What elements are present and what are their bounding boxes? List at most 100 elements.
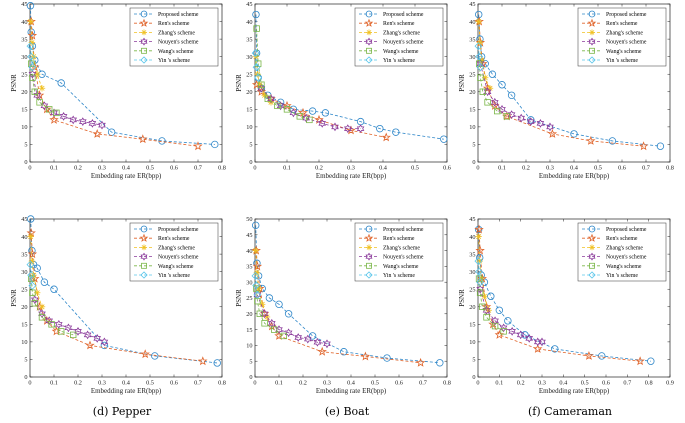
x-axis-label: Embedding rate ER(bpp): [91, 387, 162, 395]
data-point: [381, 132, 391, 142]
data-point: [517, 113, 526, 123]
data-point: [525, 333, 534, 343]
data-point: [276, 101, 285, 111]
legend-entry-ren-s-scheme: Ren's scheme: [582, 18, 638, 27]
data-point: [491, 316, 499, 326]
legend-marker: [141, 29, 147, 36]
series-line: [30, 278, 74, 336]
data-point: [69, 115, 78, 125]
y-tick-label: 30: [246, 54, 252, 61]
y-tick-label: 10: [21, 124, 27, 131]
x-tick-label: 0.2: [74, 165, 82, 172]
data-point: [151, 352, 159, 360]
data-point: [275, 300, 283, 309]
data-point: [40, 278, 49, 286]
data-point: [296, 113, 303, 120]
data-point: [346, 125, 356, 135]
legend-label: Nouyen's scheme: [606, 40, 647, 46]
data-point: [498, 81, 506, 89]
data-point: [83, 330, 92, 340]
x-tick-label: 0.1: [498, 165, 506, 172]
legend-marker: [589, 47, 595, 54]
series-wang-s-scheme: [253, 25, 313, 124]
legend-marker: [588, 37, 596, 46]
data-point: [27, 60, 35, 67]
y-tick-label: 45: [21, 1, 27, 8]
data-point: [28, 281, 37, 290]
legend-marker: [139, 233, 149, 242]
y-tick-label: 15: [469, 322, 475, 329]
x-tick-label: 0.2: [522, 165, 530, 172]
data-point: [635, 356, 645, 366]
data-point: [498, 104, 506, 114]
legend-label: Nouyen's scheme: [606, 255, 647, 261]
legend-box: [129, 7, 219, 67]
legend-entry-zhang-s-scheme: Zhang's scheme: [582, 244, 643, 251]
data-point: [504, 317, 512, 325]
data-point: [267, 94, 275, 104]
data-point: [265, 294, 274, 302]
data-point: [270, 326, 278, 333]
y-tick-label: 0: [472, 159, 475, 166]
y-tick-label: 5: [24, 357, 27, 364]
legend-entry-wang-s-scheme: Wang's scheme: [359, 47, 419, 55]
data-point: [282, 100, 292, 110]
x-tick-label: 0.6: [170, 165, 178, 172]
y-tick-label: 25: [21, 286, 27, 293]
data-point: [340, 348, 348, 356]
y-tick-label: 30: [21, 269, 27, 276]
data-point: [482, 305, 491, 315]
data-point: [27, 52, 36, 61]
y-tick-label: 10: [469, 124, 475, 131]
x-tick-label: 0.1: [50, 165, 58, 172]
y-tick-label: 40: [246, 19, 252, 26]
data-point: [58, 328, 65, 335]
legend-entry-ren-s-scheme: Ren's scheme: [134, 18, 190, 27]
legend-box: [577, 222, 667, 282]
y-tick-label: 30: [246, 279, 252, 286]
legend-label: Zhang's scheme: [606, 30, 643, 36]
data-point: [474, 224, 484, 234]
x-tick-label: 0.8: [443, 380, 451, 387]
y-axis-label: PSNR: [235, 74, 243, 92]
x-tick-label: 0.3: [347, 165, 355, 172]
legend-label: Proposed scheme: [383, 12, 424, 18]
data-point: [252, 10, 260, 19]
series-line: [478, 21, 491, 89]
legend-label: Yin 's scheme: [606, 273, 638, 279]
data-point: [331, 122, 339, 132]
data-point: [570, 130, 578, 138]
data-point: [252, 63, 261, 72]
x-tick-label: 0.5: [146, 380, 154, 387]
y-tick-label: 5: [24, 142, 27, 149]
data-point: [253, 290, 262, 299]
data-point: [38, 303, 46, 310]
series-wang-s-scheme: [475, 60, 510, 120]
legend-marker: [364, 18, 374, 27]
data-point: [252, 281, 261, 290]
legend-marker: [140, 225, 148, 233]
data-point: [306, 116, 313, 124]
legend: Proposed scheme Ren's scheme Zhang's schem…: [354, 7, 444, 67]
data-point: [436, 359, 444, 367]
x-tick-label: 0.9: [666, 380, 674, 387]
legend-marker: [140, 37, 148, 46]
data-point: [608, 137, 617, 145]
x-tick-label: 0.4: [122, 380, 131, 387]
data-point: [33, 90, 42, 100]
data-point: [284, 328, 293, 338]
data-point: [45, 316, 54, 326]
legend: Proposed scheme Ren's scheme Zhang's schem…: [577, 7, 667, 67]
data-point: [26, 42, 35, 51]
data-point: [484, 99, 491, 106]
data-point: [213, 359, 221, 367]
legend-entry-nouyen-s-scheme: Nouyen's scheme: [582, 252, 647, 261]
y-tick-label: 15: [246, 327, 252, 334]
series-line: [256, 28, 310, 121]
data-point: [283, 106, 291, 113]
series-line: [478, 14, 661, 147]
data-point: [321, 109, 330, 117]
legend-label: Proposed scheme: [158, 227, 199, 233]
data-point: [253, 25, 260, 32]
data-point: [92, 128, 102, 138]
